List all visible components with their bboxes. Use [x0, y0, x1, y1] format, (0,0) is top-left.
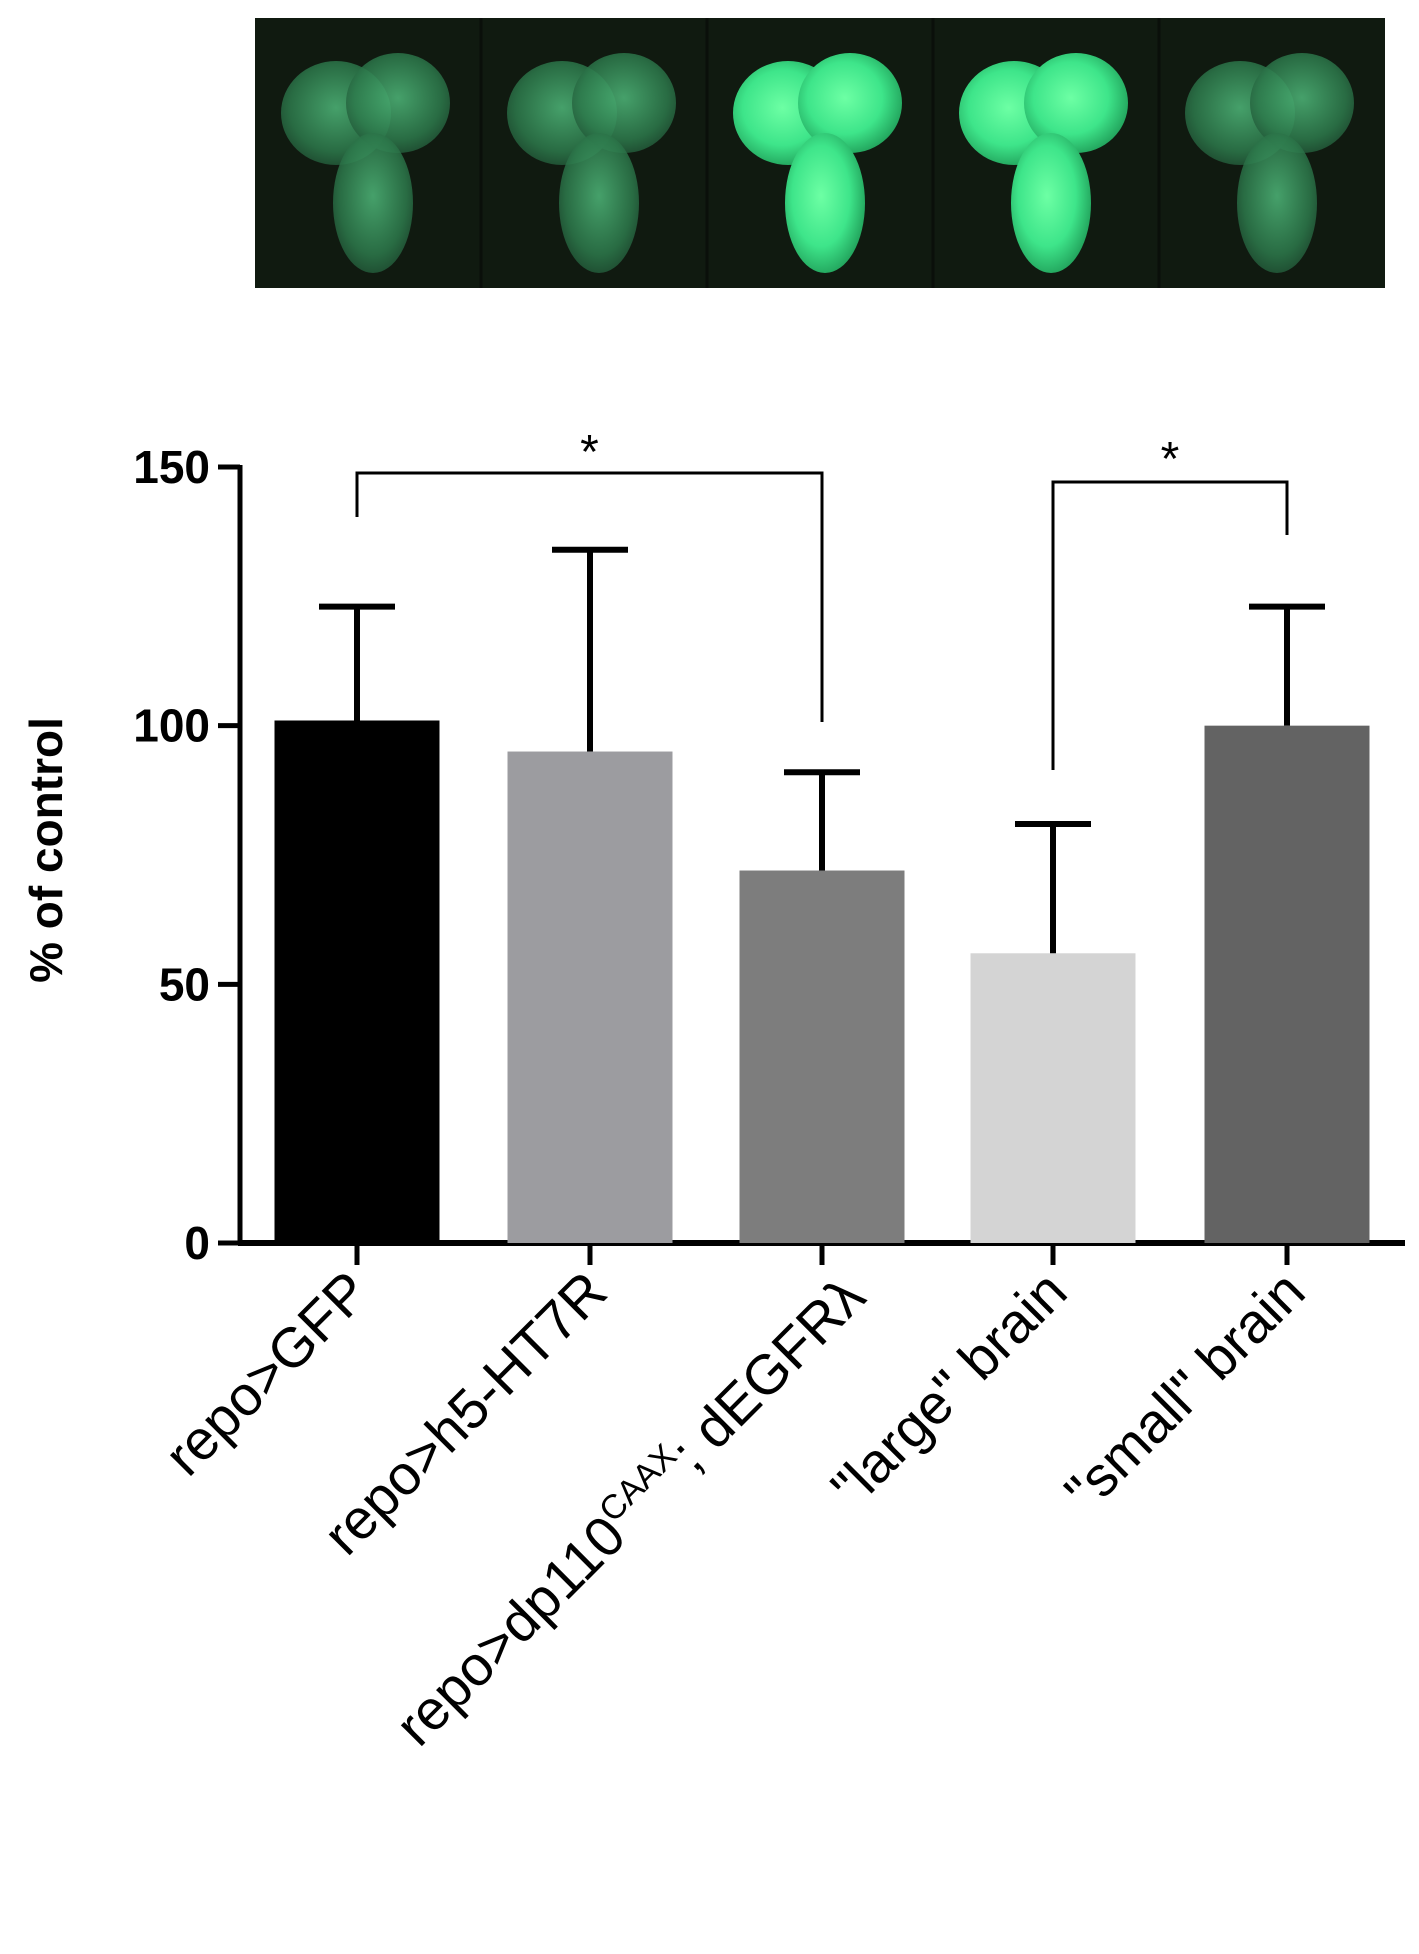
x-tick-label: repo>GFP [152, 1259, 380, 1487]
bar [507, 751, 673, 1243]
brain-lobe-right [1024, 53, 1128, 153]
nerve-cord [1011, 133, 1091, 273]
y-axis: 0 50 100 150 [133, 441, 243, 1269]
nerve-cord [559, 133, 639, 273]
significance-brackets: * * [355, 426, 1289, 770]
bar [970, 953, 1136, 1243]
y-tick-label: 0 [184, 1217, 210, 1269]
x-axis [238, 1240, 1405, 1265]
brain-micrograph-strip [255, 18, 1385, 288]
brain-lobe-right [572, 53, 676, 153]
y-axis-title: % of control [20, 717, 72, 983]
y-tick-label: 150 [133, 441, 210, 493]
brain-lobe-right [1250, 53, 1354, 153]
y-tick-label: 50 [159, 958, 210, 1010]
significance-bracket [355, 471, 824, 722]
bar [1204, 725, 1370, 1243]
brain-lobe-right [346, 53, 450, 153]
nerve-cord [785, 133, 865, 273]
x-tick-label: repo>dp110CAAX; dEGFRλ [382, 1263, 876, 1757]
brain-lobe-right [798, 53, 902, 153]
significance-bracket [1051, 480, 1289, 770]
significance-star: * [580, 426, 599, 479]
bar [274, 720, 440, 1243]
nerve-cord [333, 133, 413, 273]
micrograph-panel-2 [479, 18, 676, 288]
x-tick-label: "small" brain [1052, 1259, 1316, 1523]
error-bars [319, 546, 1325, 954]
significance-star: * [1161, 433, 1180, 486]
micrograph-panel-1 [281, 53, 450, 273]
bar [739, 870, 905, 1243]
y-tick-label: 100 [133, 700, 210, 752]
micrograph-panel-4 [931, 18, 1128, 288]
x-tick-label-text: "small" brain [1052, 1259, 1316, 1523]
x-tick-label-text: repo>dp110 [383, 1503, 637, 1757]
micrograph-panel-5 [1157, 18, 1354, 288]
nerve-cord [1237, 133, 1317, 273]
x-tick-label-text: repo>GFP [152, 1259, 380, 1487]
micrograph-panel-3 [705, 18, 902, 288]
bars [274, 720, 1370, 1243]
